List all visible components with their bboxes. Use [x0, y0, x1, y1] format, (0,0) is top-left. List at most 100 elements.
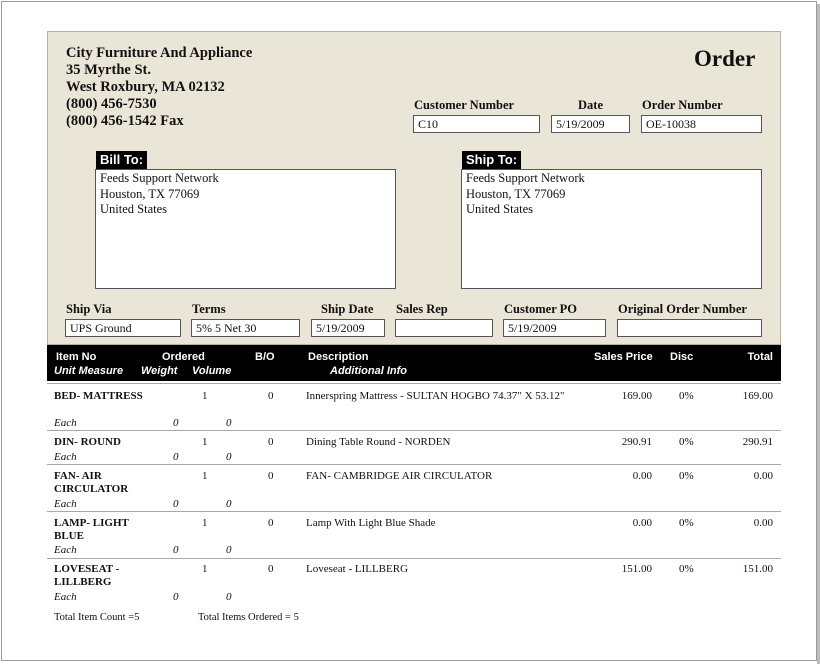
- bill-to-line-2: Houston, TX 77069: [100, 186, 200, 201]
- col-additional-info: Additional Info: [330, 365, 407, 377]
- item-description: Dining Table Round - NORDEN: [306, 436, 451, 448]
- col-volume: Volume: [192, 365, 232, 377]
- table-row[interactable]: LAMP- LIGHT BLUE 1 0 Lamp With Light Blu…: [47, 517, 781, 559]
- discount: 0%: [679, 517, 694, 529]
- ordered-qty: 1: [202, 470, 208, 482]
- ship-date-label: Ship Date: [321, 302, 374, 316]
- company-phone: (800) 456-7530: [66, 96, 157, 112]
- unit-measure: Each: [54, 451, 77, 463]
- unit-measure: Each: [54, 591, 77, 603]
- line-total: 0.00: [753, 470, 773, 482]
- col-disc: Disc: [670, 351, 694, 363]
- volume: 0: [226, 544, 232, 556]
- sales-price: 290.91: [621, 436, 652, 448]
- col-bo: B/O: [255, 351, 275, 363]
- unit-measure: Each: [54, 544, 77, 556]
- bill-to-line-3: United States: [100, 202, 168, 216]
- table-row[interactable]: FAN- AIR CIRCULATOR 1 0 FAN- CAMBRIDGE A…: [47, 470, 781, 512]
- item-number: LOVESEAT - LILLBERG: [54, 563, 120, 588]
- backorder-qty: 0: [268, 517, 274, 529]
- ordered-qty: 1: [202, 436, 208, 448]
- ship-via-label: Ship Via: [66, 302, 112, 316]
- backorder-qty: 0: [268, 563, 274, 575]
- sales-price: 0.00: [632, 470, 652, 482]
- sales-rep-label: Sales Rep: [396, 302, 448, 316]
- order-number-label: Order Number: [642, 98, 723, 112]
- customer-number-field[interactable]: C10: [413, 115, 540, 133]
- volume: 0: [226, 451, 232, 463]
- backorder-qty: 0: [268, 470, 274, 482]
- backorder-qty: 0: [268, 390, 274, 402]
- weight: 0: [173, 544, 179, 556]
- company-street: 35 Myrthe St.: [66, 62, 151, 78]
- terms-field[interactable]: 5% 5 Net 30: [191, 319, 300, 337]
- row-divider: [47, 464, 781, 465]
- ordered-qty: 1: [202, 390, 208, 402]
- ship-date-field[interactable]: 5/19/2009: [311, 319, 385, 337]
- sales-price: 151.00: [621, 563, 652, 575]
- bill-to-label: Bill To:: [96, 151, 148, 169]
- date-label: Date: [578, 98, 603, 112]
- weight: 0: [173, 498, 179, 510]
- sales-rep-field[interactable]: [395, 319, 493, 337]
- row-divider: [47, 558, 781, 559]
- col-sales-price: Sales Price: [594, 351, 653, 363]
- customer-po-label: Customer PO: [504, 302, 578, 316]
- original-order-number-field[interactable]: [617, 319, 762, 337]
- discount: 0%: [679, 436, 694, 448]
- ordered-qty: 1: [202, 517, 208, 529]
- weight: 0: [173, 417, 179, 429]
- weight: 0: [173, 451, 179, 463]
- bill-to-line-1: Feeds Support Network: [100, 171, 219, 185]
- company-block: City Furniture And Appliance 35 Myrthe S…: [66, 45, 252, 130]
- line-total: 0.00: [753, 517, 773, 529]
- ship-to-label: Ship To:: [462, 151, 522, 169]
- bill-to-box[interactable]: Feeds Support Network Houston, TX 77069 …: [95, 169, 396, 289]
- volume: 0: [226, 417, 232, 429]
- items-table-header: Item No Ordered B/O Description Sales Pr…: [47, 345, 781, 381]
- sales-price: 0.00: [632, 517, 652, 529]
- terms-label: Terms: [192, 302, 226, 316]
- customer-number-label: Customer Number: [414, 98, 515, 112]
- original-order-number-label: Original Order Number: [618, 302, 747, 316]
- item-number: DIN- ROUND: [54, 436, 121, 448]
- unit-measure: Each: [54, 498, 77, 510]
- sales-price: 169.00: [621, 390, 652, 402]
- company-city-line: West Roxbury, MA 02132: [66, 79, 225, 95]
- document-title: Order: [694, 46, 756, 71]
- col-unit-measure: Unit Measure: [54, 365, 124, 377]
- ship-to-box[interactable]: Feeds Support Network Houston, TX 77069 …: [461, 169, 762, 289]
- col-description: Description: [308, 351, 369, 363]
- ship-via-field[interactable]: UPS Ground: [65, 319, 181, 337]
- table-row[interactable]: DIN- ROUND 1 0 Dining Table Round - NORD…: [47, 436, 781, 464]
- item-number: LAMP- LIGHT BLUE: [54, 517, 129, 542]
- order-number-field[interactable]: OE-10038: [641, 115, 762, 133]
- col-weight: Weight: [141, 365, 178, 377]
- page-shadow: [817, 4, 820, 664]
- row-divider: [47, 511, 781, 512]
- table-divider: [47, 383, 781, 384]
- ordered-qty: 1: [202, 563, 208, 575]
- date-field[interactable]: 5/19/2009: [551, 115, 630, 133]
- discount: 0%: [679, 470, 694, 482]
- volume: 0: [226, 498, 232, 510]
- customer-po-field[interactable]: 5/19/2009: [503, 319, 606, 337]
- total-items-ordered: Total Items Ordered = 5: [198, 612, 299, 623]
- backorder-qty: 0: [268, 436, 274, 448]
- item-description: Loveseat - LILLBERG: [306, 563, 409, 575]
- col-ordered: Ordered: [162, 351, 205, 363]
- item-description: Innerspring Mattress - SULTAN HOGBO 74.3…: [306, 390, 565, 402]
- table-row[interactable]: BED- MATTRESS 1 0 Innerspring Mattress -…: [47, 390, 781, 432]
- total-item-count: Total Item Count =5: [54, 612, 140, 623]
- company-fax: (800) 456-1542 Fax: [66, 113, 184, 129]
- ship-to-line-2: Houston, TX 77069: [466, 186, 566, 201]
- discount: 0%: [679, 563, 694, 575]
- discount: 0%: [679, 390, 694, 402]
- item-description: Lamp With Light Blue Shade: [306, 517, 436, 529]
- volume: 0: [226, 591, 232, 603]
- line-total: 169.00: [742, 390, 773, 402]
- col-item-no: Item No: [56, 351, 97, 363]
- table-row[interactable]: LOVESEAT - LILLBERG 1 0 Loveseat - LILLB…: [47, 563, 781, 605]
- item-description: FAN- CAMBRIDGE AIR CIRCULATOR: [306, 470, 493, 482]
- unit-measure: Each: [54, 417, 77, 429]
